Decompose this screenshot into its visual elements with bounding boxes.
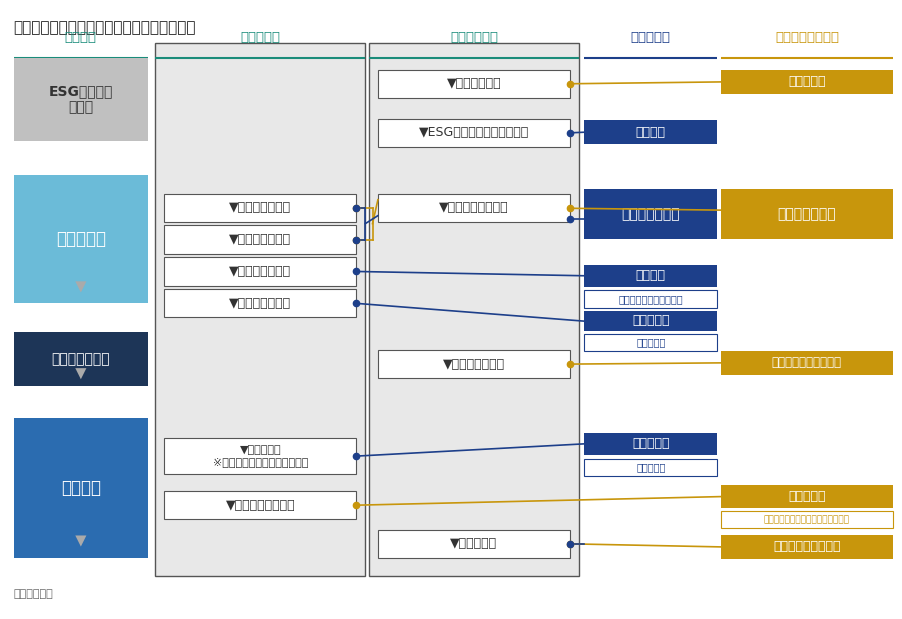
Text: ESG地域金融
の普及: ESG地域金融 の普及 — [49, 84, 113, 115]
Text: 資料：環境省: 資料：環境省 — [14, 589, 53, 599]
Text: 科学的助言: 科学的助言 — [787, 490, 824, 503]
Bar — [584, 290, 716, 308]
Bar — [164, 258, 356, 285]
Bar — [369, 43, 578, 576]
Text: ▼再エネ促進区域: ▼再エネ促進区域 — [229, 297, 291, 310]
Bar — [378, 530, 569, 558]
Bar — [164, 289, 356, 318]
Bar — [720, 189, 892, 239]
Bar — [14, 418, 148, 558]
Bar — [720, 350, 892, 375]
Bar — [14, 175, 148, 303]
Text: 三井住友信託銀行: 三井住友信託銀行 — [774, 32, 838, 45]
Text: フェーズ: フェーズ — [65, 32, 97, 45]
Text: ▼地域資源の特定: ▼地域資源の特定 — [229, 201, 291, 214]
Bar — [720, 70, 892, 94]
Text: 技術的助言: 技術的助言 — [631, 438, 668, 451]
Text: インパクト評価: インパクト評価 — [51, 352, 110, 366]
Text: ▼インパクト評価: ▼インパクト評価 — [442, 358, 504, 371]
Bar — [14, 332, 148, 386]
Text: ▼協調融資等: ▼協調融資等 — [450, 537, 497, 550]
Text: ▼再エネ事業者対話: ▼再エネ事業者対話 — [226, 499, 295, 512]
Bar — [155, 43, 365, 576]
Text: 技術的助言: 技術的助言 — [631, 314, 668, 327]
Bar — [720, 511, 892, 529]
Text: ▼地域課題の特定: ▼地域課題の特定 — [229, 233, 291, 246]
Text: 地方自治体: 地方自治体 — [240, 32, 280, 45]
Text: ▼組織内勉強会: ▼組織内勉強会 — [446, 77, 501, 90]
Text: 個別ヒアリング: 個別ヒアリング — [621, 207, 679, 221]
Text: 案件づくり: 案件づくり — [56, 230, 106, 248]
Bar — [378, 119, 569, 147]
Bar — [584, 189, 716, 239]
Text: 案件形成: 案件形成 — [635, 269, 665, 282]
Text: ▼地域経済界ニーズ: ▼地域経済界ニーズ — [438, 201, 508, 214]
Text: テクノロジーベースドファイナンス: テクノロジーベースドファイナンス — [763, 516, 849, 524]
Text: 地域金融機関への伴走支援のフレームワーク: 地域金融機関への伴走支援のフレームワーク — [14, 20, 196, 35]
Bar — [164, 225, 356, 254]
Bar — [584, 433, 716, 455]
Text: 情報提供: 情報提供 — [635, 126, 665, 139]
Text: コーディネート支援: コーディネート支援 — [772, 540, 840, 553]
Text: 事業実施: 事業実施 — [60, 479, 101, 497]
Bar — [584, 311, 716, 331]
Text: ▼地域協議会
※協議会が組織されている場合: ▼地域協議会 ※協議会が組織されている場合 — [213, 445, 308, 467]
Bar — [378, 350, 569, 378]
Bar — [378, 194, 569, 222]
Bar — [378, 70, 569, 98]
Text: 改正温対法: 改正温対法 — [635, 337, 665, 348]
Bar — [584, 334, 716, 351]
Bar — [584, 459, 716, 476]
Bar — [164, 491, 356, 519]
Text: ▼ESG地域金融の理解の促進: ▼ESG地域金融の理解の促進 — [419, 126, 529, 139]
Text: コンサルティング支援: コンサルティング支援 — [771, 357, 841, 370]
Bar — [584, 120, 716, 144]
Text: ▼脱炭素先行地域: ▼脱炭素先行地域 — [229, 265, 291, 278]
Text: 地域金融機関: 地域金融機関 — [449, 32, 497, 45]
Bar — [584, 265, 716, 287]
Text: 個別ヒアリング: 個別ヒアリング — [777, 207, 835, 221]
Bar — [720, 485, 892, 508]
Bar — [720, 535, 892, 559]
Bar — [164, 438, 356, 474]
Text: 環境事務所: 環境事務所 — [630, 32, 670, 45]
Text: 講師等派遣: 講師等派遣 — [787, 76, 824, 89]
Text: 改正温対法: 改正温対法 — [635, 462, 665, 472]
Bar — [14, 58, 148, 141]
Bar — [164, 194, 356, 222]
Text: 地域脱炭素ロードマップ: 地域脱炭素ロードマップ — [618, 294, 682, 304]
